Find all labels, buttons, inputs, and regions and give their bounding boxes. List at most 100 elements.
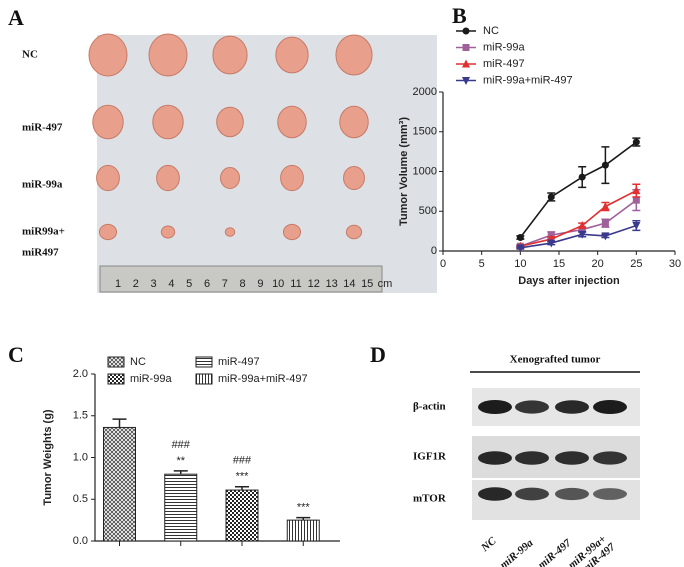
marker (547, 239, 556, 248)
marker (516, 244, 525, 253)
legend-swatch (107, 356, 125, 368)
tumor (96, 164, 120, 192)
marker (632, 196, 640, 204)
blot-title: Xenografted tumor (510, 354, 601, 366)
legend-swatch (195, 356, 213, 368)
legend-label: miR-99a (130, 373, 172, 385)
marker (578, 221, 587, 230)
panel-label: B (452, 3, 467, 28)
blot-band (555, 451, 589, 465)
row-label: miR-497 (22, 122, 63, 134)
ruler-label: 12 (308, 278, 320, 290)
bar (225, 489, 259, 542)
axis (442, 92, 675, 252)
legend-swatch (107, 373, 125, 385)
tumor (88, 33, 128, 77)
y-tick-label: 2.0 (73, 368, 88, 380)
ruler-label: 13 (325, 278, 337, 290)
ruler-label: 6 (204, 278, 210, 290)
x-tick-label: 0 (440, 258, 446, 270)
legend-label: NC (130, 356, 146, 368)
y-tick-label: 1000 (413, 165, 437, 177)
marker (632, 138, 640, 146)
marker (601, 232, 610, 241)
marker (516, 233, 524, 241)
ruler-label: 1 (115, 278, 121, 290)
legend-label: miR-497 (483, 58, 525, 70)
y-axis-label: Tumor Weights (g) (42, 409, 54, 505)
tumor (282, 223, 302, 241)
tumor (224, 227, 236, 237)
ruler-label: 7 (222, 278, 228, 290)
row-label: miR-99a (22, 179, 63, 191)
ruler-label: 10 (272, 278, 284, 290)
tumor (148, 33, 188, 77)
blot-band (478, 487, 512, 501)
row-label: miR497 (22, 247, 59, 259)
marker (601, 201, 610, 210)
blot-band (515, 400, 549, 414)
y-tick-label: 1.5 (73, 410, 88, 422)
marker (578, 230, 587, 239)
significance-label: *** (236, 471, 250, 483)
tumor-photo: 1 2 3 4 5 6 7 8 9 10 11 12 13 14 15 cm (88, 33, 437, 293)
tumor (335, 34, 373, 76)
marker (601, 219, 609, 227)
blot-band (478, 400, 512, 414)
marker (632, 186, 641, 195)
ruler-label: 15 (361, 278, 373, 290)
legend-label: miR-99a+miR-497 (218, 373, 308, 385)
ruler-label: 9 (257, 278, 263, 290)
significance-label: ### (233, 455, 252, 467)
legend-label: miR-497 (218, 356, 260, 368)
ruler-label: 2 (133, 278, 139, 290)
x-tick-label: 5 (479, 258, 485, 270)
significance-label: *** (297, 502, 311, 514)
blot-band (515, 451, 549, 465)
y-tick-label: 1.0 (73, 451, 88, 463)
x-tick-label: 10 (514, 258, 526, 270)
tumor (216, 106, 244, 138)
tumor (220, 167, 240, 189)
error-bar (235, 485, 249, 491)
panel-label: C (8, 342, 24, 367)
legend-swatch (195, 373, 213, 385)
marker (578, 226, 586, 234)
tumor (92, 104, 124, 140)
blot-row-label: mTOR (413, 493, 447, 505)
x-axis-label: Days after injection (518, 275, 620, 287)
tumor (275, 36, 309, 74)
tumor (343, 165, 365, 191)
tumor (152, 104, 184, 140)
error-bar (296, 516, 311, 521)
blot-band (555, 487, 589, 501)
x-tick-label: 20 (592, 258, 604, 270)
lane-label: miR-99a (498, 537, 536, 567)
photo-background (97, 35, 437, 293)
tumor (339, 105, 369, 139)
lane-label: NC (478, 535, 499, 555)
marker (462, 59, 470, 68)
error-bar (173, 470, 188, 475)
y-tick-label: 0 (431, 245, 437, 257)
blot-band (593, 400, 627, 414)
blot-row-label: β-actin (413, 401, 446, 413)
bar (164, 473, 198, 542)
tumor (212, 35, 248, 75)
blot-band (515, 487, 549, 501)
blot-band (478, 451, 512, 465)
y-tick-label: 0.0 (73, 535, 88, 547)
significance-label: ### (172, 439, 191, 451)
error-bar (112, 418, 127, 428)
y-tick-label: 500 (419, 205, 437, 217)
ruler-label: 11 (290, 278, 301, 290)
y-axis-label: Tumor Volume (mm³) (398, 117, 410, 226)
y-tick-label: 2000 (413, 86, 437, 98)
blot-row-label: IGF1R (413, 451, 447, 463)
legend-label: NC (483, 25, 499, 37)
panel-label: A (8, 5, 24, 30)
significance-label: ** (176, 455, 185, 467)
blot-band (593, 451, 627, 465)
marker (632, 222, 641, 231)
